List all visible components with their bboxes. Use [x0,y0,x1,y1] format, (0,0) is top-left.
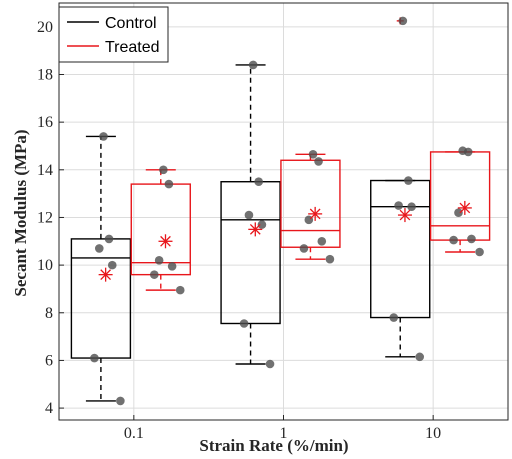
data-point [299,244,309,253]
legend-box [58,6,169,63]
y-tick-label: 12 [37,209,53,226]
y-tick-label: 10 [37,257,53,274]
mean-marker [248,222,263,237]
data-point [164,179,174,189]
data-point [463,147,473,157]
x-tick-label: 0.1 [124,425,144,442]
legend: Control Treated [58,6,169,63]
data-point [449,235,458,245]
tick-labels: 4 6 8 10 12 14 16 18 20 0.1 1 10 [37,19,441,442]
data-point [154,256,164,265]
data-point [254,177,263,187]
y-tick-label: 4 [45,400,53,417]
grid-lines [59,3,508,420]
mean-marker-stroke [100,269,111,281]
y-tick-label: 6 [45,352,53,369]
data-points [90,16,484,406]
mean-marker-stroke [399,209,411,221]
mean-marker [457,200,472,215]
data-point [239,319,249,328]
data-point [149,270,159,279]
y-tick-label: 8 [45,305,53,322]
data-point [257,220,267,229]
y-axis-title: Secant Modulus (MPa) [11,129,30,296]
plot-frame [58,2,509,421]
data-point [415,352,425,362]
x-tick-label: 1 [280,425,288,442]
mean-marker-stroke [309,208,321,220]
data-point [94,244,104,253]
data-point [389,313,399,322]
mean-marker [98,267,113,282]
data-point [116,396,125,406]
iqr-box [370,179,431,319]
data-point [107,260,117,270]
mean-marker [158,234,173,249]
mean-marker-stroke [249,224,261,235]
mean-marker [397,208,412,223]
legend-label-control: Control [105,15,157,32]
iqr-box [220,181,281,325]
data-point [394,201,403,210]
mean-marker-stroke [459,202,471,214]
data-point [454,208,463,217]
y-tick-label: 20 [37,19,53,36]
iqr-box [429,151,491,241]
y-tick-label: 14 [37,162,53,179]
iqr-box [70,238,132,359]
y-tick-label: 18 [37,66,53,83]
data-point [398,16,408,26]
mean-marker-stroke [160,235,171,247]
data-point [248,60,258,70]
data-point [159,165,168,175]
data-point [175,285,185,295]
iqr-box [130,183,191,276]
data-point [467,234,476,244]
data-point [317,236,327,246]
data-point [90,353,99,363]
iqr-box [280,159,341,248]
data-point [325,254,335,264]
x-axis-title: Strain Rate (%/min) [199,436,348,455]
data-point [475,247,484,257]
data-point [167,262,177,271]
data-point [407,202,416,212]
data-point [308,150,318,159]
legend-label-treated: Treated [105,39,160,56]
data-point [99,132,108,141]
mean-marker [308,206,323,221]
data-point [265,359,275,369]
y-tick-label: 16 [37,114,53,131]
data-point [314,157,323,166]
data-point [244,210,254,220]
data-point [104,234,114,244]
axes [58,2,509,421]
x-tick-label: 10 [425,425,441,442]
data-point [404,176,413,185]
